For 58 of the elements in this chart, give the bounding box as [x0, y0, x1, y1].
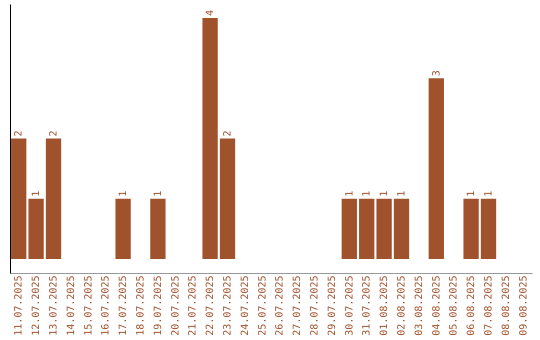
bar: [150, 198, 166, 259]
x-tick-label: 01.08.2025: [379, 276, 390, 336]
bar: [480, 198, 496, 259]
bar: [359, 198, 374, 259]
bar: [376, 198, 392, 259]
data-label: 1: [118, 190, 130, 197]
x-tick-label: 05.08.2025: [448, 276, 460, 336]
x-tick-label: 12.07.2025: [31, 276, 42, 336]
bar: [342, 198, 357, 259]
bar: [28, 198, 44, 259]
bar: [202, 18, 218, 259]
x-tick-label: 24.07.2025: [240, 276, 251, 336]
bar: [463, 198, 479, 259]
data-label: 3: [431, 70, 442, 76]
data-label: 2: [48, 130, 60, 136]
x-tick-label: 23.07.2025: [222, 276, 234, 336]
x-tick-label: 13.07.2025: [48, 276, 60, 336]
bar: [394, 198, 410, 259]
x-tick-label: 21.07.2025: [188, 276, 199, 336]
x-tick-label: 20.07.2025: [170, 276, 182, 336]
bar: [11, 138, 26, 259]
x-tick-label: 19.07.2025: [152, 276, 164, 336]
bar: [46, 138, 62, 259]
x-tick-label: 18.07.2025: [136, 276, 146, 336]
x-tick-label: 08.08.2025: [500, 276, 512, 336]
data-label: 1: [466, 190, 478, 197]
x-tick-label: 22.07.2025: [205, 276, 216, 336]
data-label: 1: [484, 190, 494, 197]
bar: [220, 138, 236, 259]
x-tick-label: 11.07.2025: [14, 276, 25, 336]
data-label: 1: [396, 190, 408, 197]
data-label: 1: [362, 190, 373, 197]
data-label: 4: [205, 10, 216, 16]
x-tick-label: 03.08.2025: [414, 276, 425, 336]
x-tick-label: 29.07.2025: [326, 276, 338, 336]
x-tick-label: 14.07.2025: [66, 276, 77, 336]
x-tick-label: 02.08.2025: [396, 276, 408, 336]
bar: [115, 198, 131, 259]
x-tick-label: 07.08.2025: [484, 276, 494, 336]
x-tick-label: 16.07.2025: [100, 276, 112, 336]
x-tick-label: 04.08.2025: [431, 276, 442, 336]
x-tick-label: 15.07.2025: [83, 276, 94, 336]
data-label: 1: [344, 190, 356, 197]
bar: [428, 78, 444, 259]
x-tick-label: 26.07.2025: [274, 276, 286, 336]
data-label: 1: [379, 190, 390, 197]
data-label: 1: [31, 190, 42, 197]
data-label: 1: [152, 190, 164, 197]
data-label: 2: [222, 130, 234, 136]
x-tick-label: 06.08.2025: [466, 276, 478, 336]
x-tick-label: 27.07.2025: [292, 276, 304, 336]
x-tick-label: 30.07.2025: [344, 276, 356, 336]
x-tick-label: 09.08.2025: [518, 276, 530, 336]
x-tick-label: 25.07.2025: [257, 276, 268, 336]
data-label: 2: [14, 130, 25, 136]
x-tick-label: 17.07.2025: [118, 276, 130, 336]
x-tick-label: 28.07.2025: [310, 276, 320, 336]
x-tick-label: 31.07.2025: [362, 276, 373, 336]
